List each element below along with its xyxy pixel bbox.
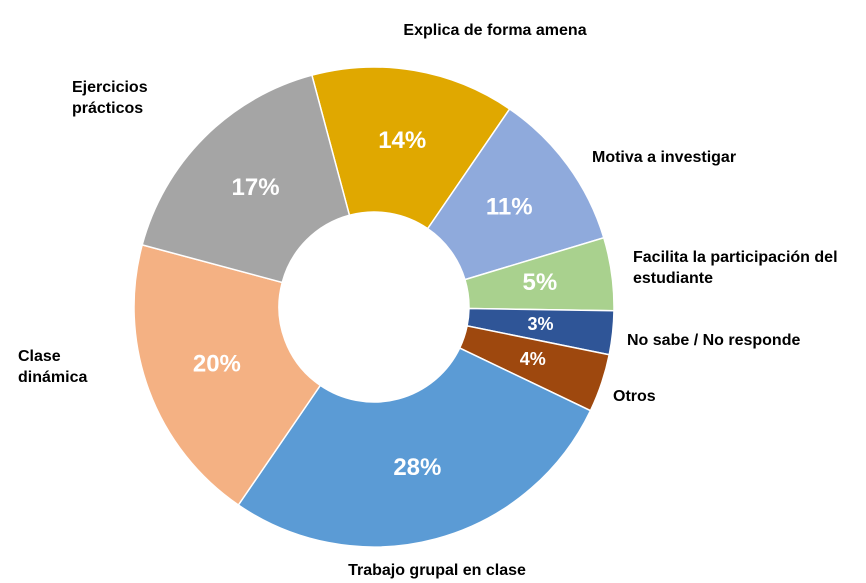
category-label: Motiva a investigar: [592, 149, 737, 166]
category-label: Explica de forma amena: [403, 22, 587, 39]
value-label: 5%: [523, 269, 558, 296]
donut-slice: [237, 347, 592, 548]
value-label: 14%: [378, 127, 426, 154]
donut-slice: [133, 243, 322, 507]
category-label: No sabe / No responde: [627, 332, 801, 349]
donut-slice: [310, 66, 511, 230]
donut-slice: [426, 107, 605, 281]
value-label: 4%: [520, 349, 546, 369]
category-label: Ejercicios prácticos: [72, 79, 148, 117]
value-label: 11%: [486, 193, 533, 220]
category-label: Otros: [613, 388, 656, 405]
value-label: 20%: [193, 350, 241, 377]
donut-slice: [141, 74, 351, 284]
category-label: Clase dinámica: [18, 348, 88, 386]
category-label: Facilita la participación del estudiante: [633, 249, 838, 287]
value-label: 28%: [393, 454, 441, 481]
value-label: 3%: [528, 314, 554, 334]
category-label: Trabajo grupal en clase: [348, 562, 526, 579]
value-label: 17%: [232, 174, 280, 201]
